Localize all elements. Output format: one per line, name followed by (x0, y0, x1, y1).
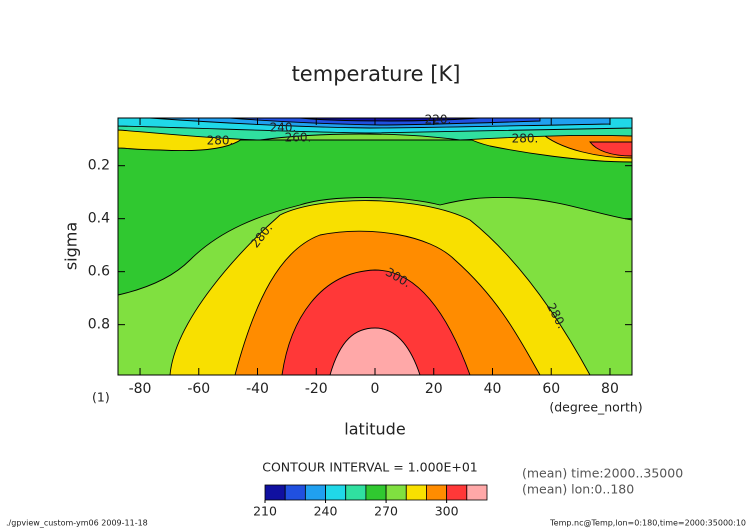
contour-region (117, 139, 633, 296)
contour-region (329, 327, 421, 376)
colorbar-cell (345, 484, 367, 501)
colorbar-cell (405, 484, 427, 501)
y-tick-label: 0.4 (88, 211, 110, 227)
x-tick-label: -80 (129, 381, 152, 397)
contour-region (299, 117, 481, 122)
x-unit: (degree_north) (549, 400, 642, 415)
colorbar-cell (385, 484, 407, 501)
y-tick-label: 0.6 (88, 264, 110, 280)
x-tick-label: -40 (246, 381, 269, 397)
colorbar-cell (304, 484, 326, 501)
colorbar-tick-label: 210 (253, 504, 277, 519)
footer-right: Temp.nc@Temp,lon=0:180,time=2000:35000:1… (549, 519, 746, 528)
x-tick-label: 40 (484, 381, 502, 397)
contour-label: 260. (285, 131, 312, 145)
x-tick-label: 0 (371, 381, 380, 397)
footer-left: ./gpview_custom-ym06 2009-11-18 (6, 519, 148, 528)
colorbar-tick-label: 300 (435, 504, 459, 519)
contour-interval: CONTOUR INTERVAL = 1.000E+01 (262, 460, 478, 475)
chart-title: temperature [K] (292, 62, 461, 86)
colorbar-cell (284, 484, 306, 501)
contour-label: 280. (512, 132, 539, 146)
colorbar-cell (466, 484, 488, 501)
contour-label: 280. (207, 134, 234, 148)
colorbar-tick-label: 240 (314, 504, 338, 519)
y-tick-label: 0.8 (88, 317, 110, 333)
colorbar-cell (446, 484, 468, 501)
colorbar-cell (426, 484, 448, 501)
note: (mean) time:2000..35000 (522, 466, 683, 481)
x-tick-label: -60 (187, 381, 210, 397)
y-tick-label: 0.2 (88, 158, 110, 174)
colorbar-cell (325, 484, 347, 501)
x-axis-label: latitude (344, 420, 405, 439)
colorbar-tick-label: 270 (374, 504, 398, 519)
x-tick-label: 60 (542, 381, 560, 397)
x-tick-label: -20 (305, 381, 328, 397)
y-axis-label: sigma (62, 222, 81, 270)
x-tick-label: 80 (601, 381, 619, 397)
contour-region (229, 117, 541, 126)
note: (mean) lon:0..180 (522, 482, 634, 497)
contour-label: 240. (270, 121, 297, 135)
contour-label: 220. (425, 113, 452, 127)
x-tick-label: 20 (425, 381, 443, 397)
contour-region (281, 269, 471, 376)
contour-field (117, 117, 633, 376)
colorbar-cell (365, 484, 387, 501)
y-unit: (1) (92, 390, 110, 405)
colorbar-cell (264, 484, 286, 501)
